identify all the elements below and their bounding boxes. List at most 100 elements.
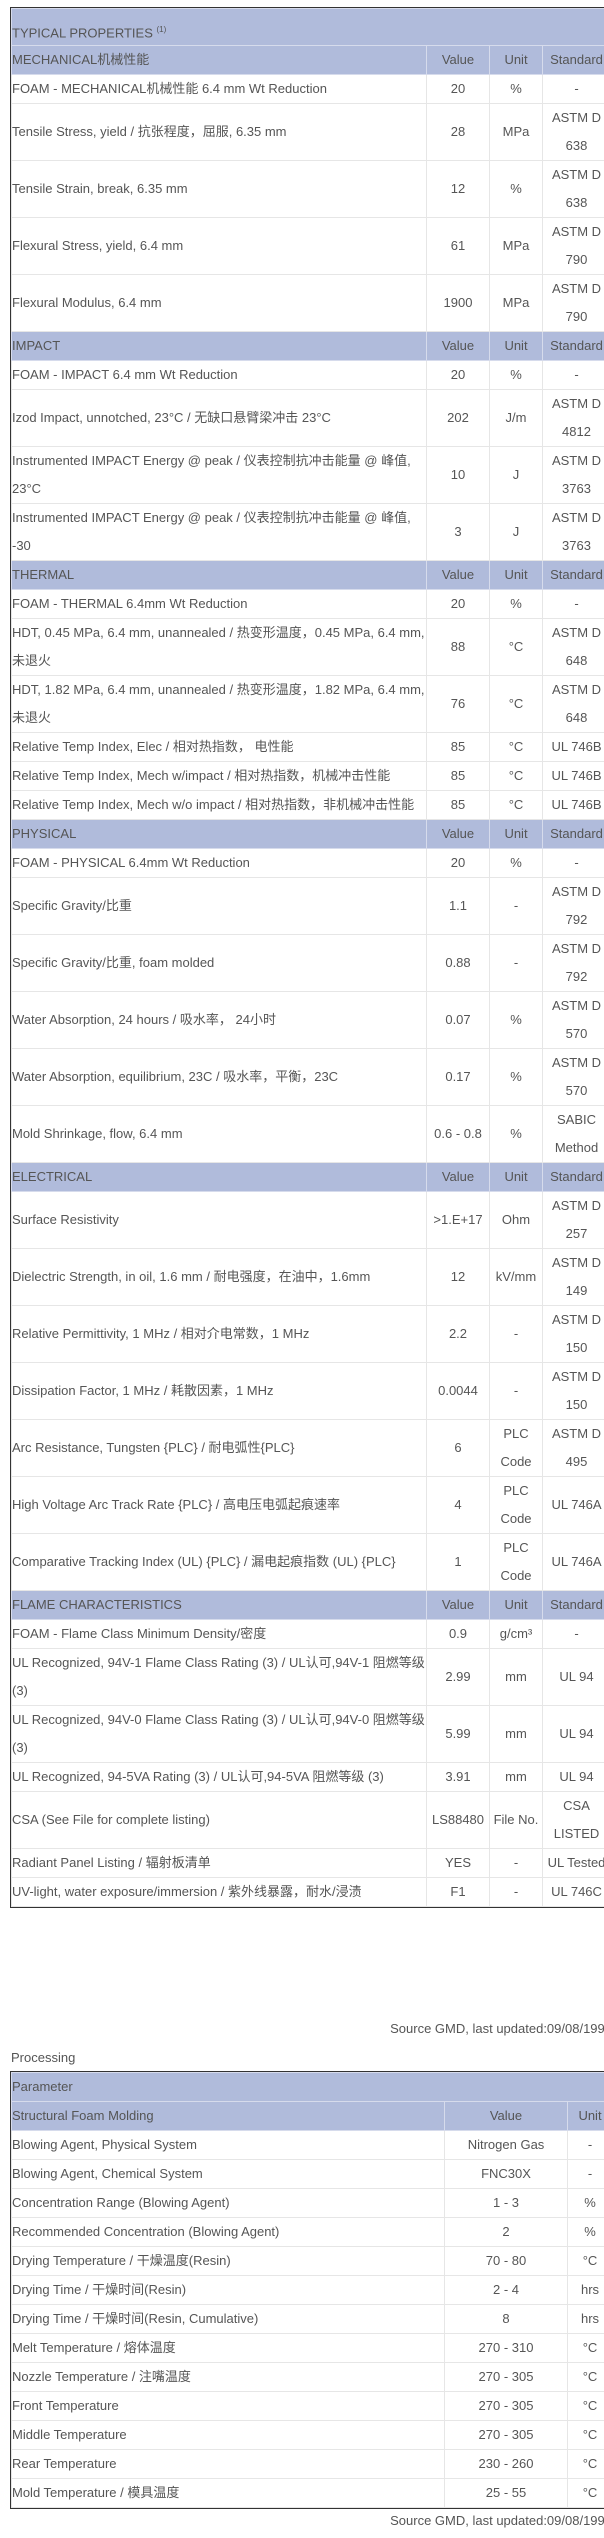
property-value: 3 [426,503,490,561]
property-name: Izod Impact, unnotched, 23°C / 无缺口悬臂梁冲击 … [11,389,427,447]
table-row: Instrumented IMPACT Energy @ peak / 仪表控制… [11,503,604,561]
column-header-standard: Standard [541,1590,604,1620]
property-name: FOAM - Flame Class Minimum Density/密度 [11,1619,427,1649]
table-row: Mold Shrinkage, flow, 6.4 mm 0.6 - 0.8% SA… [11,1105,604,1163]
property-name: Relative Temp Index, Mech w/o impact / 相… [11,790,427,820]
table-row: FOAM - PHYSICAL 6.4mm Wt Reduction 20% - [11,848,604,878]
property-name: Water Absorption, 24 hours / 吸水率， 24小时 [11,991,427,1049]
property-unit: - [489,877,543,935]
table-row: UL Recognized, 94-5VA Rating (3) / UL认可,… [11,1762,604,1792]
property-standard: ASTM D 790 [541,217,604,275]
parameter-name: Drying Temperature / 干燥温度(Resin) [11,2246,445,2276]
table-row: Flexural Modulus, 6.4 mm 1900 MPa ASTM D 79… [11,274,604,332]
property-standard: ASTM D 3763 [541,446,604,504]
table-row: Water Absorption, 24 hours / 吸水率， 24小时 0.… [11,991,604,1049]
column-header-unit: Unit [489,45,543,75]
table-row: Front Temperature 270 - 305 °C [11,2391,604,2421]
property-unit: % [489,160,543,218]
parameter-value: 8 [444,2304,568,2334]
property-unit: °C [489,675,543,733]
property-standard: ASTM D 570 [541,991,604,1049]
parameter-name: Blowing Agent, Physical System [11,2130,445,2160]
parameter-name: Drying Time / 干燥时间(Resin) [11,2275,445,2305]
table-row: UL Recognized, 94V-1 Flame Class Rating … [11,1648,604,1706]
table-row: Mold Temperature / 模具温度 25 - 55 °C [11,2478,604,2508]
property-unit: PLC Code [489,1533,543,1591]
property-value: 0.0044 [426,1362,490,1420]
property-standard: ASTM D 792 [541,934,604,992]
property-unit: - [489,1877,543,1907]
property-value: 61 [426,217,490,275]
column-header-unit: Unit [489,1590,543,1620]
column-header-value: Value [426,560,490,590]
property-value: YES [426,1848,490,1878]
column-header-value: Value [426,819,490,849]
property-name: FOAM - IMPACT 6.4 mm Wt Reduction [11,360,427,390]
property-standard: UL 746B [541,761,604,791]
column-header-standard: Standard [541,560,604,590]
parameter-value: Nitrogen Gas [444,2130,568,2160]
parameter-value: 70 - 80 [444,2246,568,2276]
property-name: Tensile Strain, break, 6.35 mm [11,160,427,218]
parameter-header: Parameter [10,2072,604,2102]
table-row: Nozzle Temperature / 注嘴温度 270 - 305 °C [11,2362,604,2392]
parameter-name: Melt Temperature / 熔体温度 [11,2333,445,2363]
property-name: Relative Temp Index, Mech w/impact / 相对热… [11,761,427,791]
property-standard: UL 746C [541,1877,604,1907]
property-unit: % [489,848,543,878]
section-name: FLAME CHARACTERISTICS [11,1590,427,1620]
parameter-unit: °C [566,2246,604,2276]
table-row: HDT, 0.45 MPa, 6.4 mm, unannealed / 热变形温… [11,618,604,676]
property-standard: ASTM D 150 [541,1362,604,1420]
property-name: Dielectric Strength, in oil, 1.6 mm / 耐电… [11,1248,427,1306]
property-standard: ASTM D 570 [541,1048,604,1106]
section-name: IMPACT [11,331,427,361]
property-name: Flexural Stress, yield, 6.4 mm [11,217,427,275]
property-unit: °C [489,732,543,762]
table-row: Melt Temperature / 熔体温度 270 - 310 °C [11,2333,604,2363]
table-row: Izod Impact, unnotched, 23°C / 无缺口悬臂梁冲击 … [11,389,604,447]
property-value: 85 [426,761,490,791]
section-name: MECHANICAL机械性能 [11,45,427,75]
property-unit: kV/mm [489,1248,543,1306]
table-row: Recommended Concentration (Blowing Agent… [11,2217,604,2247]
table-row: Specific Gravity/比重, foam molded 0.88- AST… [11,934,604,992]
property-value: 2.2 [426,1305,490,1363]
property-standard: - [541,74,604,104]
property-value: 0.6 - 0.8 [426,1105,490,1163]
parameter-name: Nozzle Temperature / 注嘴温度 [11,2362,445,2392]
table-row: Comparative Tracking Index (UL) {PLC} / … [11,1533,604,1591]
property-name: FOAM - PHYSICAL 6.4mm Wt Reduction [11,848,427,878]
property-standard: UL 746B [541,732,604,762]
property-value: 12 [426,160,490,218]
parameter-value: 270 - 305 [444,2420,568,2450]
table-row: Relative Permittivity, 1 MHz / 相对介电常数，1 … [11,1305,604,1363]
property-unit: - [489,1305,543,1363]
property-unit: mm [489,1705,543,1763]
parameter-header-row: Parameter [10,2072,604,2102]
table-row: Concentration Range (Blowing Agent) 1 - 3… [11,2188,604,2218]
property-name: Tensile Stress, yield / 抗张程度，屈服, 6.35 mm [11,103,427,161]
table-row: Tensile Strain, break, 6.35 mm 12% ASTM D … [11,160,604,218]
section-header-row: THERMAL Value Unit Standard [11,560,604,590]
parameter-value: 2 [444,2217,568,2247]
property-name: Relative Temp Index, Elec / 相对热指数， 电性能 [11,732,427,762]
property-value: LS88480 [426,1791,490,1849]
table-row: FOAM - IMPACT 6.4 mm Wt Reduction 20% - [11,360,604,390]
section-header-row: MECHANICAL机械性能 Value Unit Standard [11,45,604,75]
property-standard: ASTM D 648 [541,675,604,733]
table-row: Relative Temp Index, Mech w/o impact / 相… [11,790,604,820]
property-value: 20 [426,589,490,619]
table-row: CSA (See File for complete listing) LS884… [11,1791,604,1849]
property-value: 28 [426,103,490,161]
section-name: PHYSICAL [11,819,427,849]
property-name: Flexural Modulus, 6.4 mm [11,274,427,332]
column-header-value: Value [426,1162,490,1192]
property-name: High Voltage Arc Track Rate {PLC} / 高电压电… [11,1476,427,1534]
table-row: Specific Gravity/比重 1.1- ASTM D 792 [11,877,604,935]
table-row: Tensile Stress, yield / 抗张程度，屈服, 6.35 mm… [11,103,604,161]
column-header-value: Value [426,45,490,75]
property-name: HDT, 0.45 MPa, 6.4 mm, unannealed / 热变形温… [11,618,427,676]
property-unit: % [489,360,543,390]
property-name: Water Absorption, equilibrium, 23C / 吸水率… [11,1048,427,1106]
